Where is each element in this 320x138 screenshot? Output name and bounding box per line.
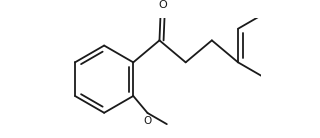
- Text: O: O: [158, 0, 167, 10]
- Text: O: O: [143, 116, 152, 126]
